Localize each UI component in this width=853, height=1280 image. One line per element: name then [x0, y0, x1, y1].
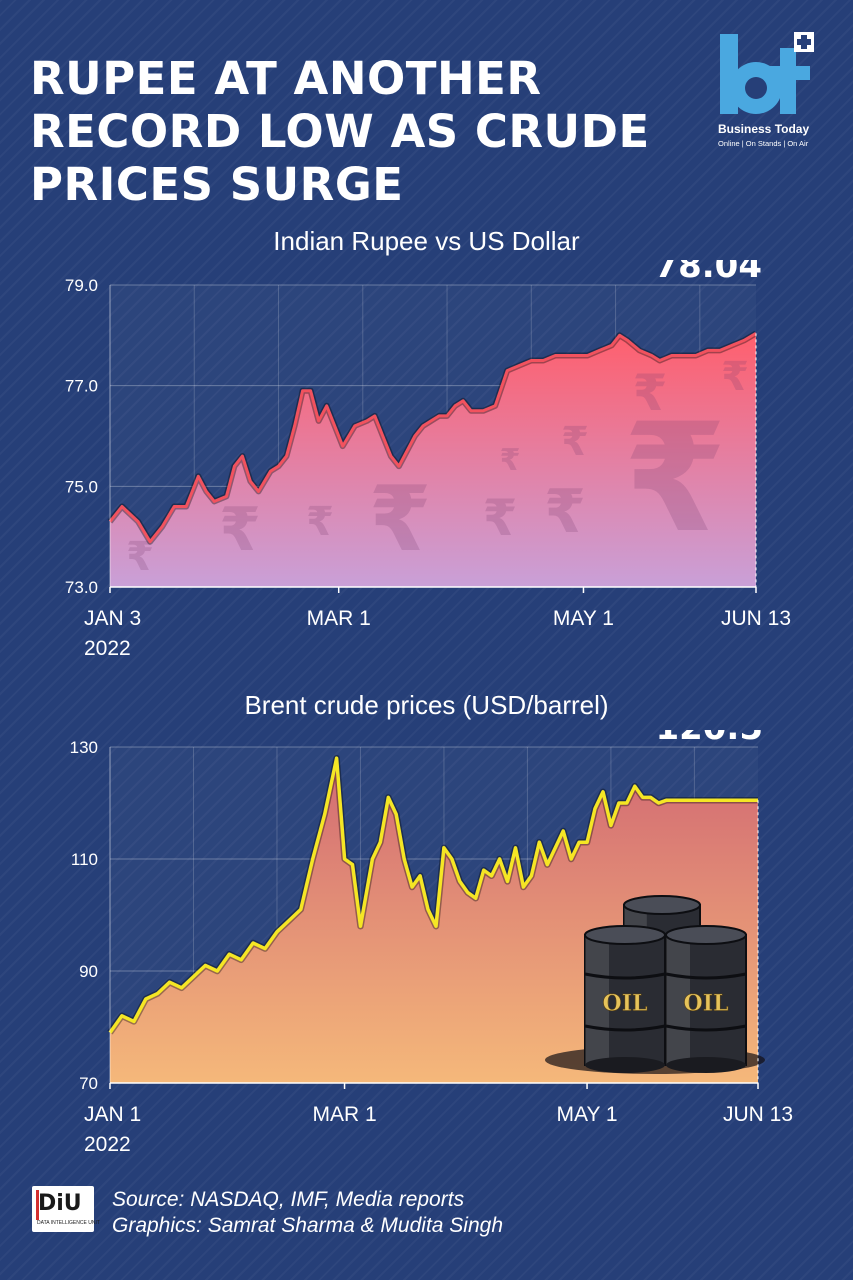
rupee-symbol-icon: ₹ — [721, 354, 749, 400]
page-title: RUPEE AT ANOTHER RECORD LOW AS CRUDE PRI… — [30, 52, 650, 211]
brent-chart-title: Brent crude prices (USD/barrel) — [244, 690, 609, 720]
y-tick-label: 70 — [79, 1074, 98, 1093]
x-tick-label: MAY 1 — [553, 607, 614, 630]
series-area — [110, 333, 756, 587]
diu-badge-text: DiU — [38, 1191, 82, 1216]
diu-badge-subtitle: DATA INTELLIGENCE UNIT — [37, 1220, 100, 1226]
diu-badge: DiU DATA INTELLIGENCE UNIT — [32, 1186, 100, 1232]
logo-tagline: Online | On Stands | On Air — [718, 139, 809, 148]
barrel-top — [623, 895, 701, 915]
barrel-top — [665, 925, 747, 945]
x-tick-label: JAN 3 — [84, 607, 141, 630]
barrel-oil-label: OIL — [684, 990, 729, 1016]
x-tick-label: JUN 13 — [721, 607, 791, 630]
rupee-symbol-icon: ₹ — [561, 419, 589, 465]
diu-accent-bar — [36, 1190, 39, 1220]
rupee-symbol-icon: ₹ — [219, 495, 261, 565]
rupee-symbol-icon: ₹ — [633, 364, 668, 422]
y-tick-label: 130 — [70, 738, 98, 757]
y-tick-label: 79.0 — [65, 276, 98, 295]
y-tick-label: 77.0 — [65, 377, 98, 396]
source-text: Source: NASDAQ, IMF, Media reports — [112, 1188, 465, 1211]
y-tick-label: 75.0 — [65, 477, 98, 496]
series-line — [108, 756, 758, 1034]
oil-barrel: OIL — [584, 925, 666, 1073]
end-value-label: 78.04 — [654, 260, 762, 286]
rupee-symbol-icon: ₹ — [306, 499, 334, 545]
end-value-label: 120.5 — [655, 730, 763, 748]
rupee-symbol-icon: ₹ — [369, 467, 432, 572]
graphics-credit: Graphics: Samrat Sharma & Mudita Singh — [112, 1214, 504, 1237]
brent-chart: 70 90 110 130 OIL OIL 120.5 JAN 1 2022 MAR 1 MAY 1… — [70, 730, 793, 1156]
y-tick-label: 110 — [71, 850, 98, 869]
barrel-top — [584, 925, 666, 945]
barrel-highlight — [585, 935, 609, 1065]
x-tick-label: MAR 1 — [307, 607, 371, 630]
x-tick-year-label: 2022 — [84, 637, 131, 660]
barrel-bottom — [585, 1057, 665, 1073]
bt-logo-mark-icon — [720, 32, 814, 114]
source-credit: Source: NASDAQ, IMF, Media reports Graph… — [112, 1187, 503, 1239]
series-line — [108, 332, 757, 544]
x-tick-label: JAN 1 — [84, 1103, 141, 1126]
barrel-rib — [584, 972, 666, 980]
barrel-bottom — [666, 1057, 746, 1073]
barrel-rib — [665, 972, 747, 980]
y-tick-label: 73.0 — [65, 578, 98, 597]
barrel-rib — [665, 1024, 747, 1032]
x-tick-label: MAR 1 — [312, 1103, 376, 1126]
rupee-symbol-icon: ₹ — [483, 489, 518, 547]
x-tick-label: JUN 13 — [723, 1103, 793, 1126]
rupee-symbol-icon: ₹ — [500, 443, 521, 478]
rupee-chart-title: Indian Rupee vs US Dollar — [273, 226, 580, 256]
oil-barrel: OIL — [665, 925, 747, 1073]
x-tick-label: MAY 1 — [557, 1103, 618, 1126]
rupee-symbol-icon: ₹ — [544, 477, 586, 547]
logo-name: Business Today — [718, 122, 810, 136]
y-tick-label: 90 — [79, 962, 98, 981]
rupee-symbol-icon: ₹ — [623, 392, 727, 566]
barrel-highlight — [666, 935, 690, 1065]
oil-barrels-icon: OIL OIL — [545, 895, 765, 1074]
barrel-rib — [584, 1024, 666, 1032]
x-tick-year-label: 2022 — [84, 1133, 131, 1156]
barrel-oil-label: OIL — [603, 990, 648, 1016]
business-today-logo: Business Today Online | On Stands | On A… — [718, 30, 818, 150]
